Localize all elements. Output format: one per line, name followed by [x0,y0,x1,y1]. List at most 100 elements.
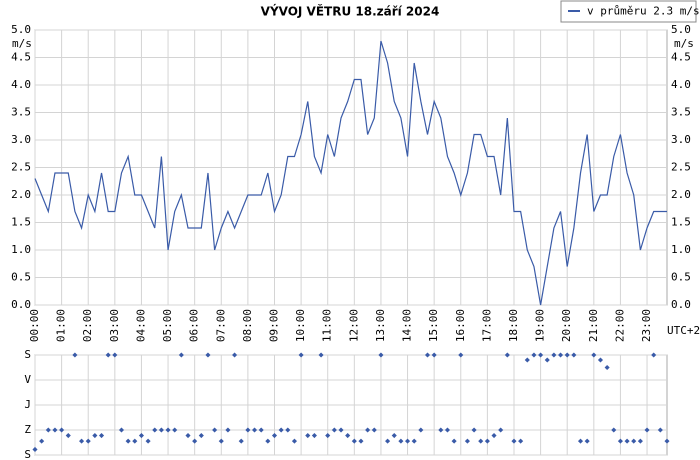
direction-point [152,427,158,433]
direction-point [418,427,424,433]
wind-speed-line [34,40,667,306]
direction-point [212,427,218,433]
direction-point [158,427,164,433]
direction-point [564,352,570,358]
timezone-label: UTC+2 [667,324,700,337]
direction-point [118,427,125,433]
direction-point [318,352,324,358]
direction-point [551,352,557,358]
y-tick-label: V [24,373,31,386]
y-tick-label: 2.5 [671,161,691,174]
y-axis-label: m/s [12,37,32,50]
y-tick-label: 3.0 [671,133,691,146]
y-tick-label: Z [24,423,31,436]
direction-point [258,427,264,433]
direction-point [178,352,184,358]
y-tick-label: 4.5 [671,51,691,64]
y-tick-label: J [24,398,31,411]
direction-point [225,427,231,433]
y-tick-label: S [24,448,31,460]
x-tick-label: 06:00 [188,309,201,342]
direction-point [424,352,431,358]
direction-point [524,357,530,363]
x-tick-label: 00:00 [28,309,41,342]
direction-point [385,438,391,444]
x-tick-label: 15:00 [427,309,440,342]
direction-point [544,357,550,363]
y-axis-label: m/s [674,37,694,50]
x-tick-label: 02:00 [81,309,94,342]
direction-point [291,438,297,444]
direction-point [285,427,291,433]
direction-point [165,427,171,433]
x-tick-label: 11:00 [321,309,334,342]
x-tick-label: 01:00 [55,309,68,342]
direction-point [458,352,464,358]
direction-point [245,427,251,433]
y-tick-label: 1.0 [671,243,691,256]
y-tick-label: 1.5 [11,216,31,229]
direction-point [311,433,317,439]
direction-point [305,433,311,439]
direction-point [351,438,357,444]
x-tick-label: 08:00 [241,309,254,342]
y-tick-label: 0.0 [11,298,31,311]
direction-point [444,427,451,433]
y-tick-label: 3.5 [671,106,691,119]
direction-point [484,438,490,444]
direction-point [271,433,278,439]
direction-point [331,427,337,433]
y-tick-label: 0.5 [11,271,31,284]
direction-point [98,433,105,439]
direction-point [145,438,151,444]
legend-label: v průměru 2.3 m/s [587,5,700,18]
direction-point [238,438,244,444]
direction-point [498,427,504,433]
direction-point [218,438,224,444]
y-tick-label: 4.5 [11,51,31,64]
y-tick-label: 2.5 [11,161,31,174]
x-tick-label: 07:00 [214,309,227,342]
y-tick-label: 0.0 [671,298,691,311]
direction-point [597,357,604,363]
direction-point [451,438,457,444]
direction-point [72,352,78,358]
y-tick-label: 4.0 [11,78,31,91]
direction-point [298,352,304,358]
direction-point [471,427,477,433]
direction-point [198,433,204,439]
y-tick-label: 5.0 [671,23,691,36]
chart-title: VÝVOJ VĚTRU 18.září 2024 [261,4,440,19]
y-tick-label: 1.5 [671,216,691,229]
direction-point [431,352,437,358]
x-tick-label: 16:00 [454,309,467,342]
y-tick-label: 4.0 [671,78,691,91]
x-tick-label: 21:00 [587,309,600,342]
direction-point [577,438,584,444]
direction-point [365,427,371,433]
direction-point [251,427,258,433]
x-tick-label: 10:00 [294,309,307,342]
legend-box [560,0,697,23]
x-tick-label: 20:00 [560,309,573,342]
direction-point [438,427,444,433]
direction-point [411,438,417,444]
y-tick-label: S [24,348,31,361]
direction-point [398,438,404,444]
direction-point [511,438,517,444]
direction-point [491,433,497,439]
direction-point [611,427,617,433]
y-tick-label: 3.0 [11,133,31,146]
direction-point [185,433,191,439]
x-tick-label: 03:00 [108,309,121,342]
direction-point [644,427,650,433]
direction-point [504,352,510,358]
y-tick-label: 3.5 [11,106,31,119]
direction-point [278,427,284,433]
direction-point [391,433,397,439]
direction-point [345,433,351,439]
x-tick-label: 09:00 [267,309,280,342]
x-tick-label: 22:00 [613,309,626,342]
x-tick-label: 19:00 [534,309,547,342]
